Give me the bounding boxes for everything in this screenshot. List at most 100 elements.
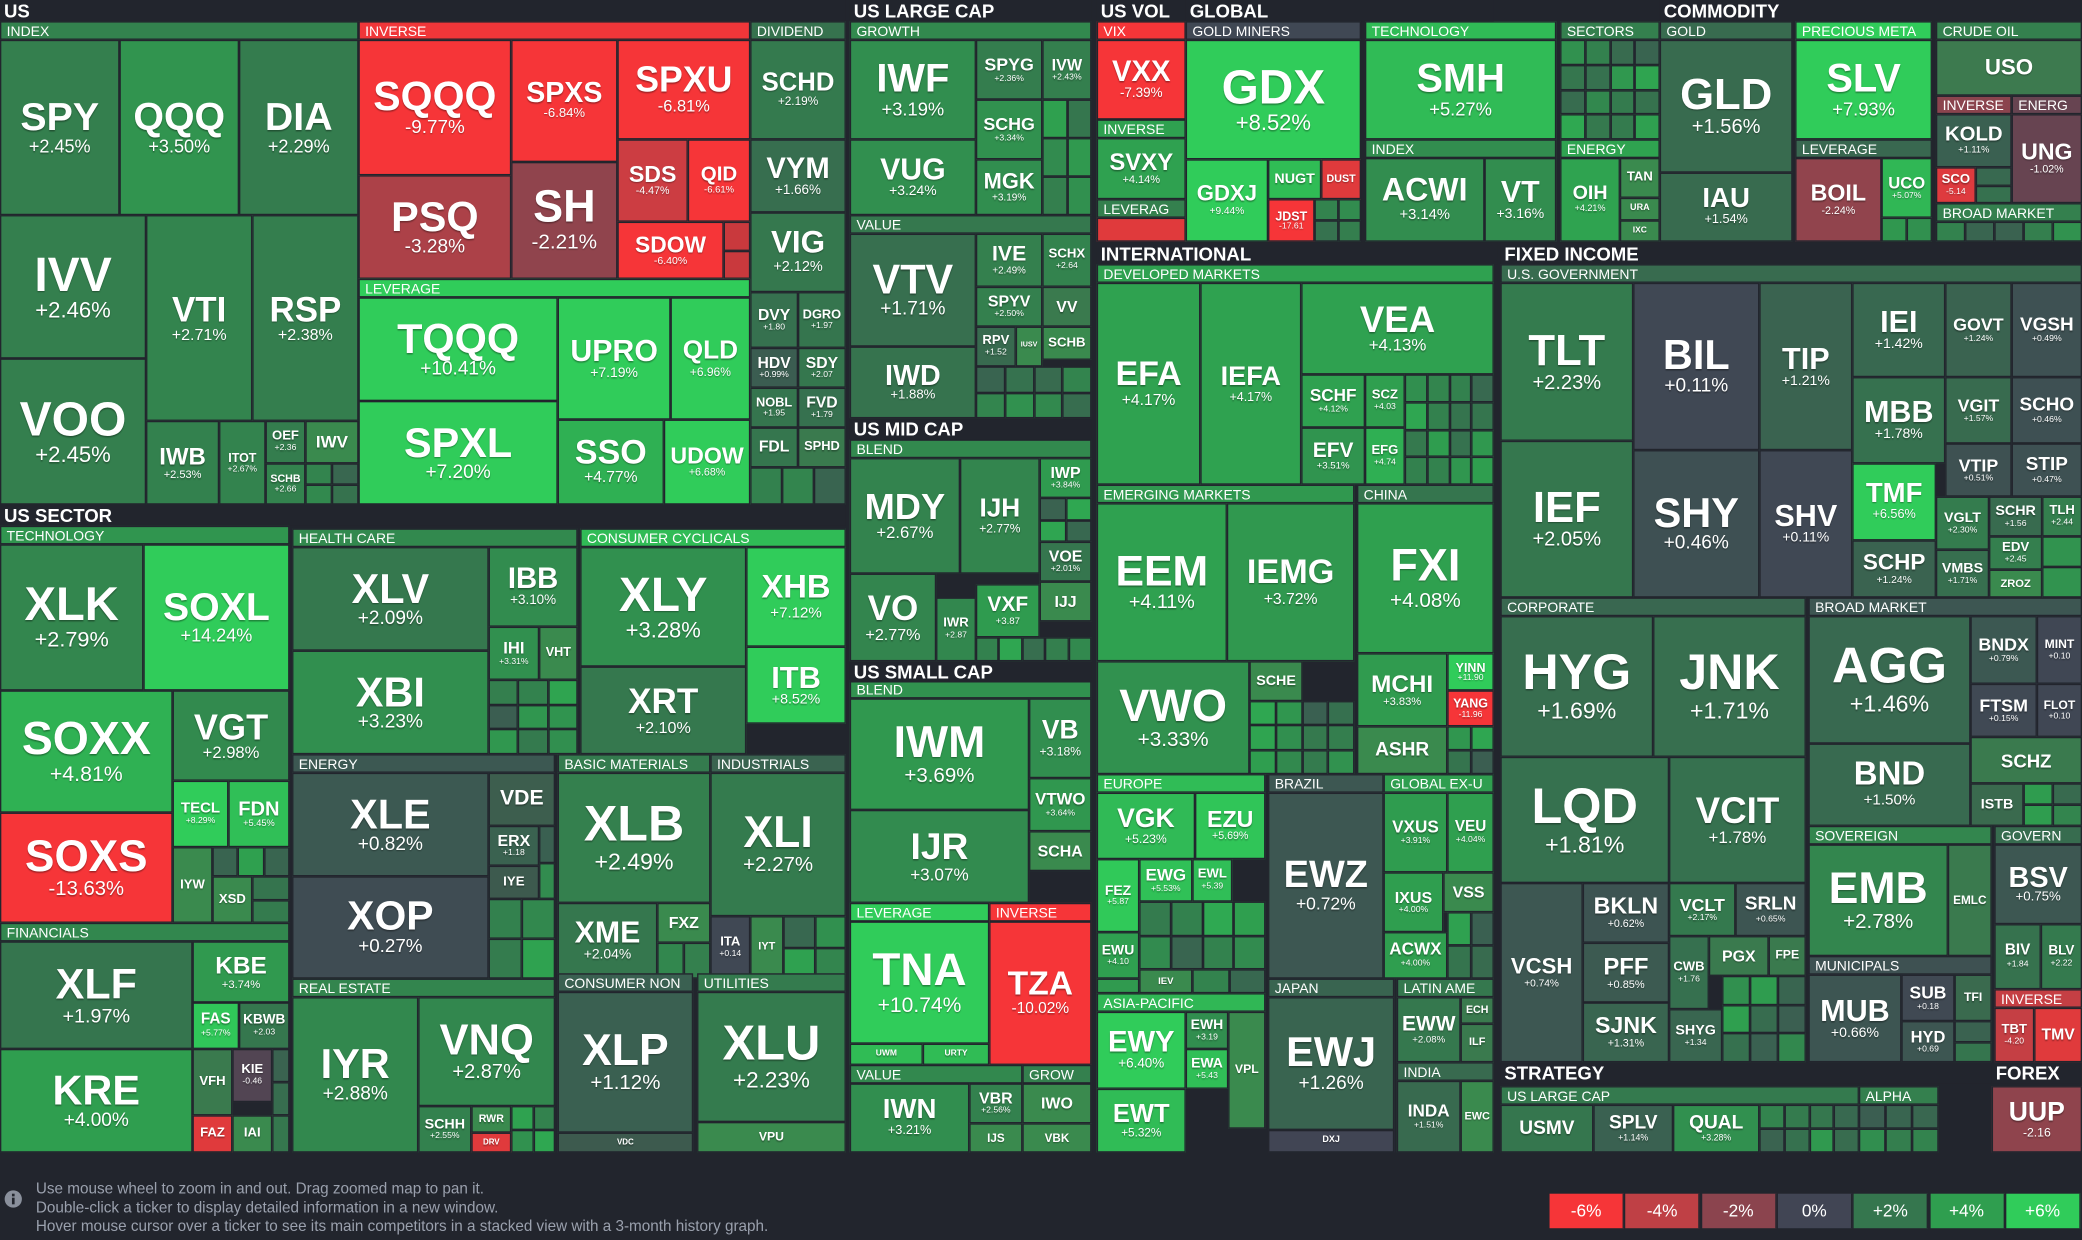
ticker-tile[interactable]: IWV (305, 420, 359, 464)
ticker-tile[interactable]: XSD (212, 876, 253, 923)
ticker-tile[interactable]: EWH +3.19 (1185, 1011, 1229, 1049)
ticker-tile[interactable]: IWP +3.84% (1039, 458, 1092, 498)
ticker-tile[interactable]: IJJ (1039, 581, 1092, 622)
ticker-tile[interactable]: VPU (697, 1121, 846, 1153)
ticker-tile[interactable]: PSQ -3.28% (358, 175, 512, 279)
ticker-tile[interactable]: VEU +4.04% (1447, 792, 1494, 873)
ticker-tile[interactable]: IVE +2.49% (975, 233, 1043, 287)
ticker-tile[interactable]: XHB +7.12% (746, 547, 846, 647)
ticker-tile[interactable]: VT +3.16% (1484, 158, 1557, 242)
ticker-tile[interactable]: IVW +2.43% (1042, 39, 1092, 100)
ticker-tile[interactable]: BOIL -2.24% (1795, 158, 1882, 242)
ticker-tile[interactable]: TZA -10.02% (989, 921, 1092, 1065)
ticker-tile[interactable]: TMF +6.56% (1852, 463, 1936, 541)
ticker-tile[interactable]: IYW (172, 847, 213, 923)
ticker-tile[interactable]: SCHG +3.34% (975, 99, 1043, 160)
ticker-tile[interactable]: FDL (750, 427, 799, 468)
ticker-tile[interactable]: ERX +1.18 (488, 825, 540, 866)
ticker-tile[interactable]: IYT (750, 916, 784, 979)
ticker-tile[interactable]: SHY +0.46% (1633, 450, 1760, 598)
ticker-tile[interactable]: VXX -7.39% (1096, 39, 1186, 120)
ticker-tile[interactable]: SCHH +2.55% (418, 1106, 472, 1153)
ticker-tile[interactable]: IAU +1.54% (1659, 172, 1793, 242)
ticker-tile[interactable]: VTI +2.71% (146, 215, 253, 421)
ticker-tile[interactable]: RPV +1.52 (975, 326, 1016, 367)
ticker-tile[interactable]: DVY +1.80 (750, 292, 799, 348)
ticker-tile[interactable]: IWF +3.19% (849, 39, 976, 140)
ticker-tile[interactable]: VTIP +0.51% (1945, 443, 2012, 497)
ticker-tile[interactable]: TMV (2034, 1007, 2082, 1063)
ticker-tile[interactable]: SMH +5.27% (1364, 39, 1557, 140)
ticker-tile[interactable]: VCIT +1.78% (1669, 756, 1806, 883)
ticker-tile[interactable]: BND +1.50% (1808, 743, 1971, 826)
ticker-tile[interactable]: KRE +4.00% (0, 1048, 193, 1153)
ticker-tile[interactable]: EFG +4.74 (1364, 427, 1405, 485)
ticker-tile[interactable]: XME +2.04% (557, 902, 658, 979)
ticker-tile[interactable]: SDS -4.47% (617, 139, 688, 222)
ticker-tile[interactable]: MDY +2.67% (849, 458, 961, 574)
ticker-tile[interactable]: UCO +5.07% (1881, 158, 1932, 218)
ticker-tile[interactable]: SPLV +1.14% (1593, 1104, 1674, 1153)
ticker-tile[interactable]: IEV (1139, 969, 1193, 994)
ticker-tile[interactable]: IJS (969, 1123, 1023, 1153)
ticker-tile[interactable]: IJH +2.77% (960, 458, 1040, 574)
ticker-tile[interactable]: HDV +0.99% (750, 347, 799, 388)
ticker-tile[interactable]: INDA +1.51% (1396, 1080, 1461, 1153)
ticker-tile[interactable]: ECH (1460, 997, 1494, 1024)
ticker-tile[interactable]: BIL +0.11% (1633, 282, 1760, 451)
ticker-tile[interactable]: MCHI +3.83% (1357, 653, 1448, 727)
ticker-tile[interactable]: TBT -4.20 (1994, 1007, 2035, 1063)
ticker-tile[interactable]: VEA +4.13% (1301, 282, 1494, 375)
ticker-tile[interactable]: YANG -11.96 (1447, 690, 1494, 727)
ticker-tile[interactable]: VBR +2.56% (969, 1083, 1023, 1124)
ticker-tile[interactable]: SLV +7.93% (1795, 39, 1932, 140)
ticker-tile[interactable]: SPHD (798, 427, 846, 468)
ticker-tile[interactable]: EMLC (1947, 844, 1992, 957)
ticker-tile[interactable]: EFV +3.51% (1301, 427, 1365, 485)
ticker-tile[interactable]: VYM +1.66% (750, 139, 846, 213)
ticker-tile[interactable]: VNQ +2.87% (418, 997, 556, 1107)
ticker-tile[interactable]: SDOW -6.40% (617, 221, 724, 279)
ticker-tile[interactable]: ASHR (1357, 726, 1448, 775)
ticker-tile[interactable]: SSO +4.77% (557, 419, 664, 505)
ticker-tile[interactable]: TFI (1954, 974, 1992, 1022)
ticker-tile[interactable]: TECL +8.29% (172, 780, 229, 848)
ticker-tile[interactable]: JDST -17.61 (1268, 199, 1315, 242)
ticker-tile[interactable]: USMV (1500, 1104, 1594, 1153)
ticker-tile[interactable]: HYD +0.69 (1901, 1021, 1955, 1063)
ticker-tile[interactable]: ILF (1460, 1023, 1494, 1063)
ticker-tile[interactable]: ITOT +2.67% (219, 420, 266, 505)
ticker-tile[interactable]: ITB +8.52% (746, 646, 846, 724)
ticker-tile[interactable]: XLF +1.97% (0, 941, 193, 1049)
ticker-tile[interactable]: IWB +2.53% (146, 420, 220, 505)
ticker-tile[interactable]: LQD +1.81% (1500, 756, 1670, 883)
ticker-tile[interactable]: SCHE (1249, 661, 1303, 702)
ticker-tile[interactable]: SCHX +2.64 (1042, 233, 1092, 287)
ticker-tile[interactable]: SPXL +7.20% (358, 400, 558, 505)
ticker-tile[interactable]: SQQQ -9.77% (358, 39, 512, 176)
ticker-tile[interactable]: EWZ +0.72% (1268, 792, 1384, 979)
ticker-tile[interactable]: TNA +10.74% (849, 921, 990, 1044)
ticker-tile[interactable]: EWC (1460, 1080, 1494, 1153)
ticker-tile[interactable]: XLV +2.09% (292, 547, 489, 651)
ticker-tile[interactable]: BSV +0.75% (1994, 844, 2082, 925)
ticker-tile[interactable]: IJR +3.07% (849, 809, 1030, 903)
ticker-tile[interactable]: XLP +1.12% (557, 991, 694, 1133)
ticker-tile[interactable]: SCHA (1029, 831, 1092, 872)
ticker-tile[interactable]: BNDX +0.79% (1970, 616, 2037, 684)
ticker-tile[interactable]: MBB +1.78% (1852, 377, 1946, 464)
ticker-tile[interactable]: VHT (539, 626, 578, 680)
ticker-tile[interactable]: IYE (488, 865, 540, 899)
ticker-tile[interactable]: UUP -2.16 (1991, 1086, 2082, 1153)
ticker-tile[interactable]: FTSM +0.15% (1970, 683, 2037, 737)
ticker-tile[interactable]: SDY +2.07 (798, 347, 846, 388)
ticker-tile[interactable]: QLD +6.96% (670, 297, 751, 420)
ticker-tile[interactable]: DRV (471, 1132, 512, 1153)
ticker-tile[interactable]: GLD +1.56% (1659, 39, 1793, 173)
ticker-tile[interactable]: VOE +2.01% (1039, 541, 1092, 582)
ticker-tile[interactable]: MUB +0.66% (1808, 974, 1902, 1063)
ticker-tile[interactable]: IUSV (1015, 326, 1043, 367)
ticker-tile[interactable]: FXZ (657, 902, 711, 943)
ticker-tile[interactable]: IWD +1.88% (849, 346, 976, 419)
ticker-tile[interactable]: KIE -0.46 (232, 1048, 273, 1103)
